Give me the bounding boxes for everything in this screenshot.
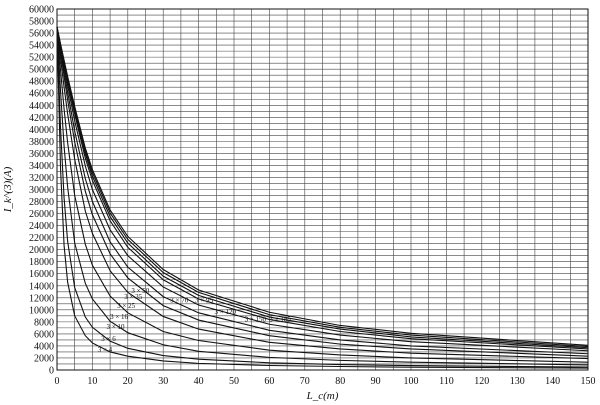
y-tick-label: 12000	[29, 293, 54, 304]
y-tick-label: 34000	[29, 161, 54, 172]
y-tick-label: 40000	[29, 125, 54, 136]
curves	[56, 26, 589, 369]
x-tick-label: 110	[439, 376, 454, 387]
x-axis-ticks: 0 10 20 30 40 50 60 70 80 90 100 110 120 130 140 150	[55, 376, 596, 387]
curve-label: 3 × 16	[110, 313, 128, 321]
series-line	[56, 27, 589, 363]
series-line	[56, 27, 589, 369]
x-tick-label: 120	[474, 376, 489, 387]
curve-label: 3 × 4	[98, 346, 113, 354]
x-tick-label: 80	[335, 376, 345, 387]
curve-label: 3 × 35	[124, 293, 142, 301]
curve-label: 3 × 6	[101, 335, 116, 343]
y-axis-ticks: 0 200040006000800010000120001400016000180…	[29, 5, 54, 377]
x-tick-label: 130	[510, 376, 525, 387]
x-tick-label: 70	[300, 376, 310, 387]
y-tick-label: 32000	[29, 173, 54, 184]
y-tick-label: 20000	[29, 245, 54, 256]
series-line	[56, 27, 589, 368]
series-line	[56, 26, 589, 360]
x-tick-label: 40	[194, 376, 204, 387]
x-tick-label: 100	[404, 376, 419, 387]
y-tick-label: 28000	[29, 197, 54, 208]
y-tick-label: 30000	[29, 185, 54, 196]
y-tick-label: 54000	[29, 41, 54, 52]
y-tick-label: 0	[49, 366, 54, 377]
x-axis-label: L_c(m)	[306, 390, 339, 402]
y-tick-label: 6000	[34, 329, 54, 340]
x-tick-label: 20	[123, 376, 133, 387]
curve-label: 3 × 150	[245, 315, 267, 323]
y-tick-label: 46000	[29, 89, 54, 100]
series-line	[56, 27, 589, 366]
x-tick-label: 150	[581, 376, 596, 387]
curve-label: 3 × 120	[215, 308, 237, 316]
x-tick-label: 60	[264, 376, 274, 387]
y-tick-label: 44000	[29, 101, 54, 112]
y-tick-label: 36000	[29, 149, 54, 160]
series-line	[56, 26, 589, 346]
x-tick-label: 0	[55, 376, 60, 387]
y-tick-label: 56000	[29, 29, 54, 40]
y-tick-label: 24000	[29, 221, 54, 232]
y-tick-label: 48000	[29, 77, 54, 88]
series-line	[56, 26, 589, 352]
plot-frame	[56, 8, 589, 371]
y-tick-label: 10000	[29, 305, 54, 316]
y-tick-label: 26000	[29, 209, 54, 220]
grid	[56, 8, 589, 371]
x-tick-label: 30	[158, 376, 168, 387]
curve-label: 3 × 25	[117, 302, 135, 310]
y-tick-label: 58000	[29, 17, 54, 28]
curve-label: 3 × 70	[170, 297, 188, 305]
y-tick-label: 2000	[34, 353, 54, 364]
y-tick-label: 22000	[29, 233, 54, 244]
series-line	[56, 26, 589, 357]
curve-label: 3 × 95	[195, 297, 213, 305]
x-tick-label: 50	[229, 376, 239, 387]
y-tick-label: 16000	[29, 269, 54, 280]
y-tick-label: 60000	[29, 5, 54, 16]
x-tick-label: 90	[371, 376, 381, 387]
curve-label: 3 × 185	[269, 315, 291, 323]
y-tick-label: 8000	[34, 317, 54, 328]
y-axis-label: I_k^(3)(A)	[2, 166, 14, 213]
series-line	[56, 26, 589, 355]
curve-label: 3 × 50	[131, 287, 149, 295]
y-tick-label: 18000	[29, 257, 54, 268]
x-tick-label: 10	[87, 376, 97, 387]
y-tick-label: 50000	[29, 65, 54, 76]
y-tick-label: 42000	[29, 113, 54, 124]
y-tick-label: 52000	[29, 53, 54, 64]
y-tick-label: 38000	[29, 137, 54, 148]
x-tick-label: 140	[545, 376, 560, 387]
curve-labels: 3 × 4 3 × 6 3 × 10 3 × 16 3 × 253 × 353 × 50…	[98, 287, 292, 354]
y-tick-label: 4000	[34, 341, 54, 352]
y-tick-label: 14000	[29, 281, 54, 292]
curve-label: 3 × 10	[107, 323, 125, 331]
